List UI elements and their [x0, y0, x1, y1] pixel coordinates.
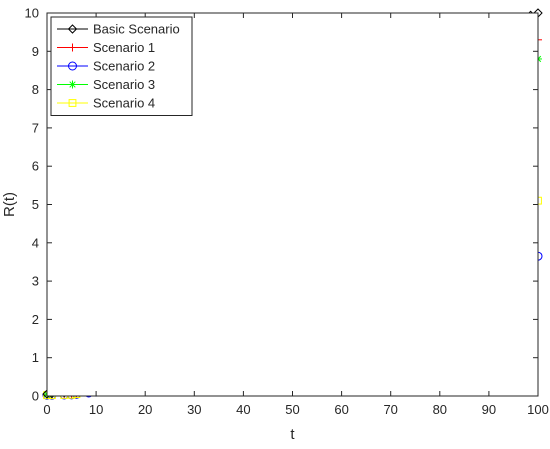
legend: Basic Scenario Scenario 1 Scenario 2 Scenar… — [50, 16, 193, 116]
y-tick-label: 6 — [32, 159, 39, 174]
y-tick-label: 2 — [32, 312, 39, 327]
legend-entry-basic-scenario: Basic Scenario — [57, 22, 180, 37]
y-tick-label: 1 — [32, 350, 39, 365]
legend-label: Scenario 3 — [93, 77, 155, 92]
y-tick-label: 10 — [25, 6, 39, 21]
legend-entry-scenario-2: Scenario 2 — [57, 59, 155, 74]
x-tick-label: 0 — [43, 402, 50, 417]
y-tick-label: 8 — [32, 82, 39, 97]
y-tick-label: 0 — [32, 389, 39, 404]
legend-marker — [68, 80, 77, 89]
y-axis-label: R(t) — [1, 192, 18, 217]
x-tick-label: 80 — [433, 402, 447, 417]
x-tick-label: 90 — [482, 402, 496, 417]
x-tick-label: 30 — [187, 402, 201, 417]
y-tick-label: 4 — [32, 235, 39, 250]
x-tick-label: 10 — [89, 402, 103, 417]
legend-marker — [68, 43, 77, 52]
legend-label: Scenario 4 — [93, 96, 155, 111]
y-tick-label: 7 — [32, 120, 39, 135]
y-tick-label: 3 — [32, 274, 39, 289]
y-tick-label: 5 — [32, 197, 39, 212]
y-tick-label: 9 — [32, 44, 39, 59]
x-tick-label: 60 — [334, 402, 348, 417]
legend-entry-scenario-3: Scenario 3 — [57, 77, 155, 92]
x-axis-label: t — [290, 426, 295, 443]
x-tick-label: 50 — [285, 402, 299, 417]
legend-marker — [67, 24, 78, 34]
x-tick-label: 100 — [527, 402, 549, 417]
x-tick-label: 70 — [383, 402, 397, 417]
legend-label: Scenario 1 — [93, 40, 155, 55]
x-tick-label: 20 — [138, 402, 152, 417]
legend-marker — [68, 61, 77, 71]
legend-label: Scenario 2 — [93, 59, 155, 74]
legend-entry-scenario-1: Scenario 1 — [57, 40, 155, 55]
legend-marker — [68, 99, 77, 107]
legend-entry-scenario-4: Scenario 4 — [57, 96, 155, 111]
legend-label: Basic Scenario — [93, 22, 180, 37]
x-tick-label: 40 — [236, 402, 250, 417]
